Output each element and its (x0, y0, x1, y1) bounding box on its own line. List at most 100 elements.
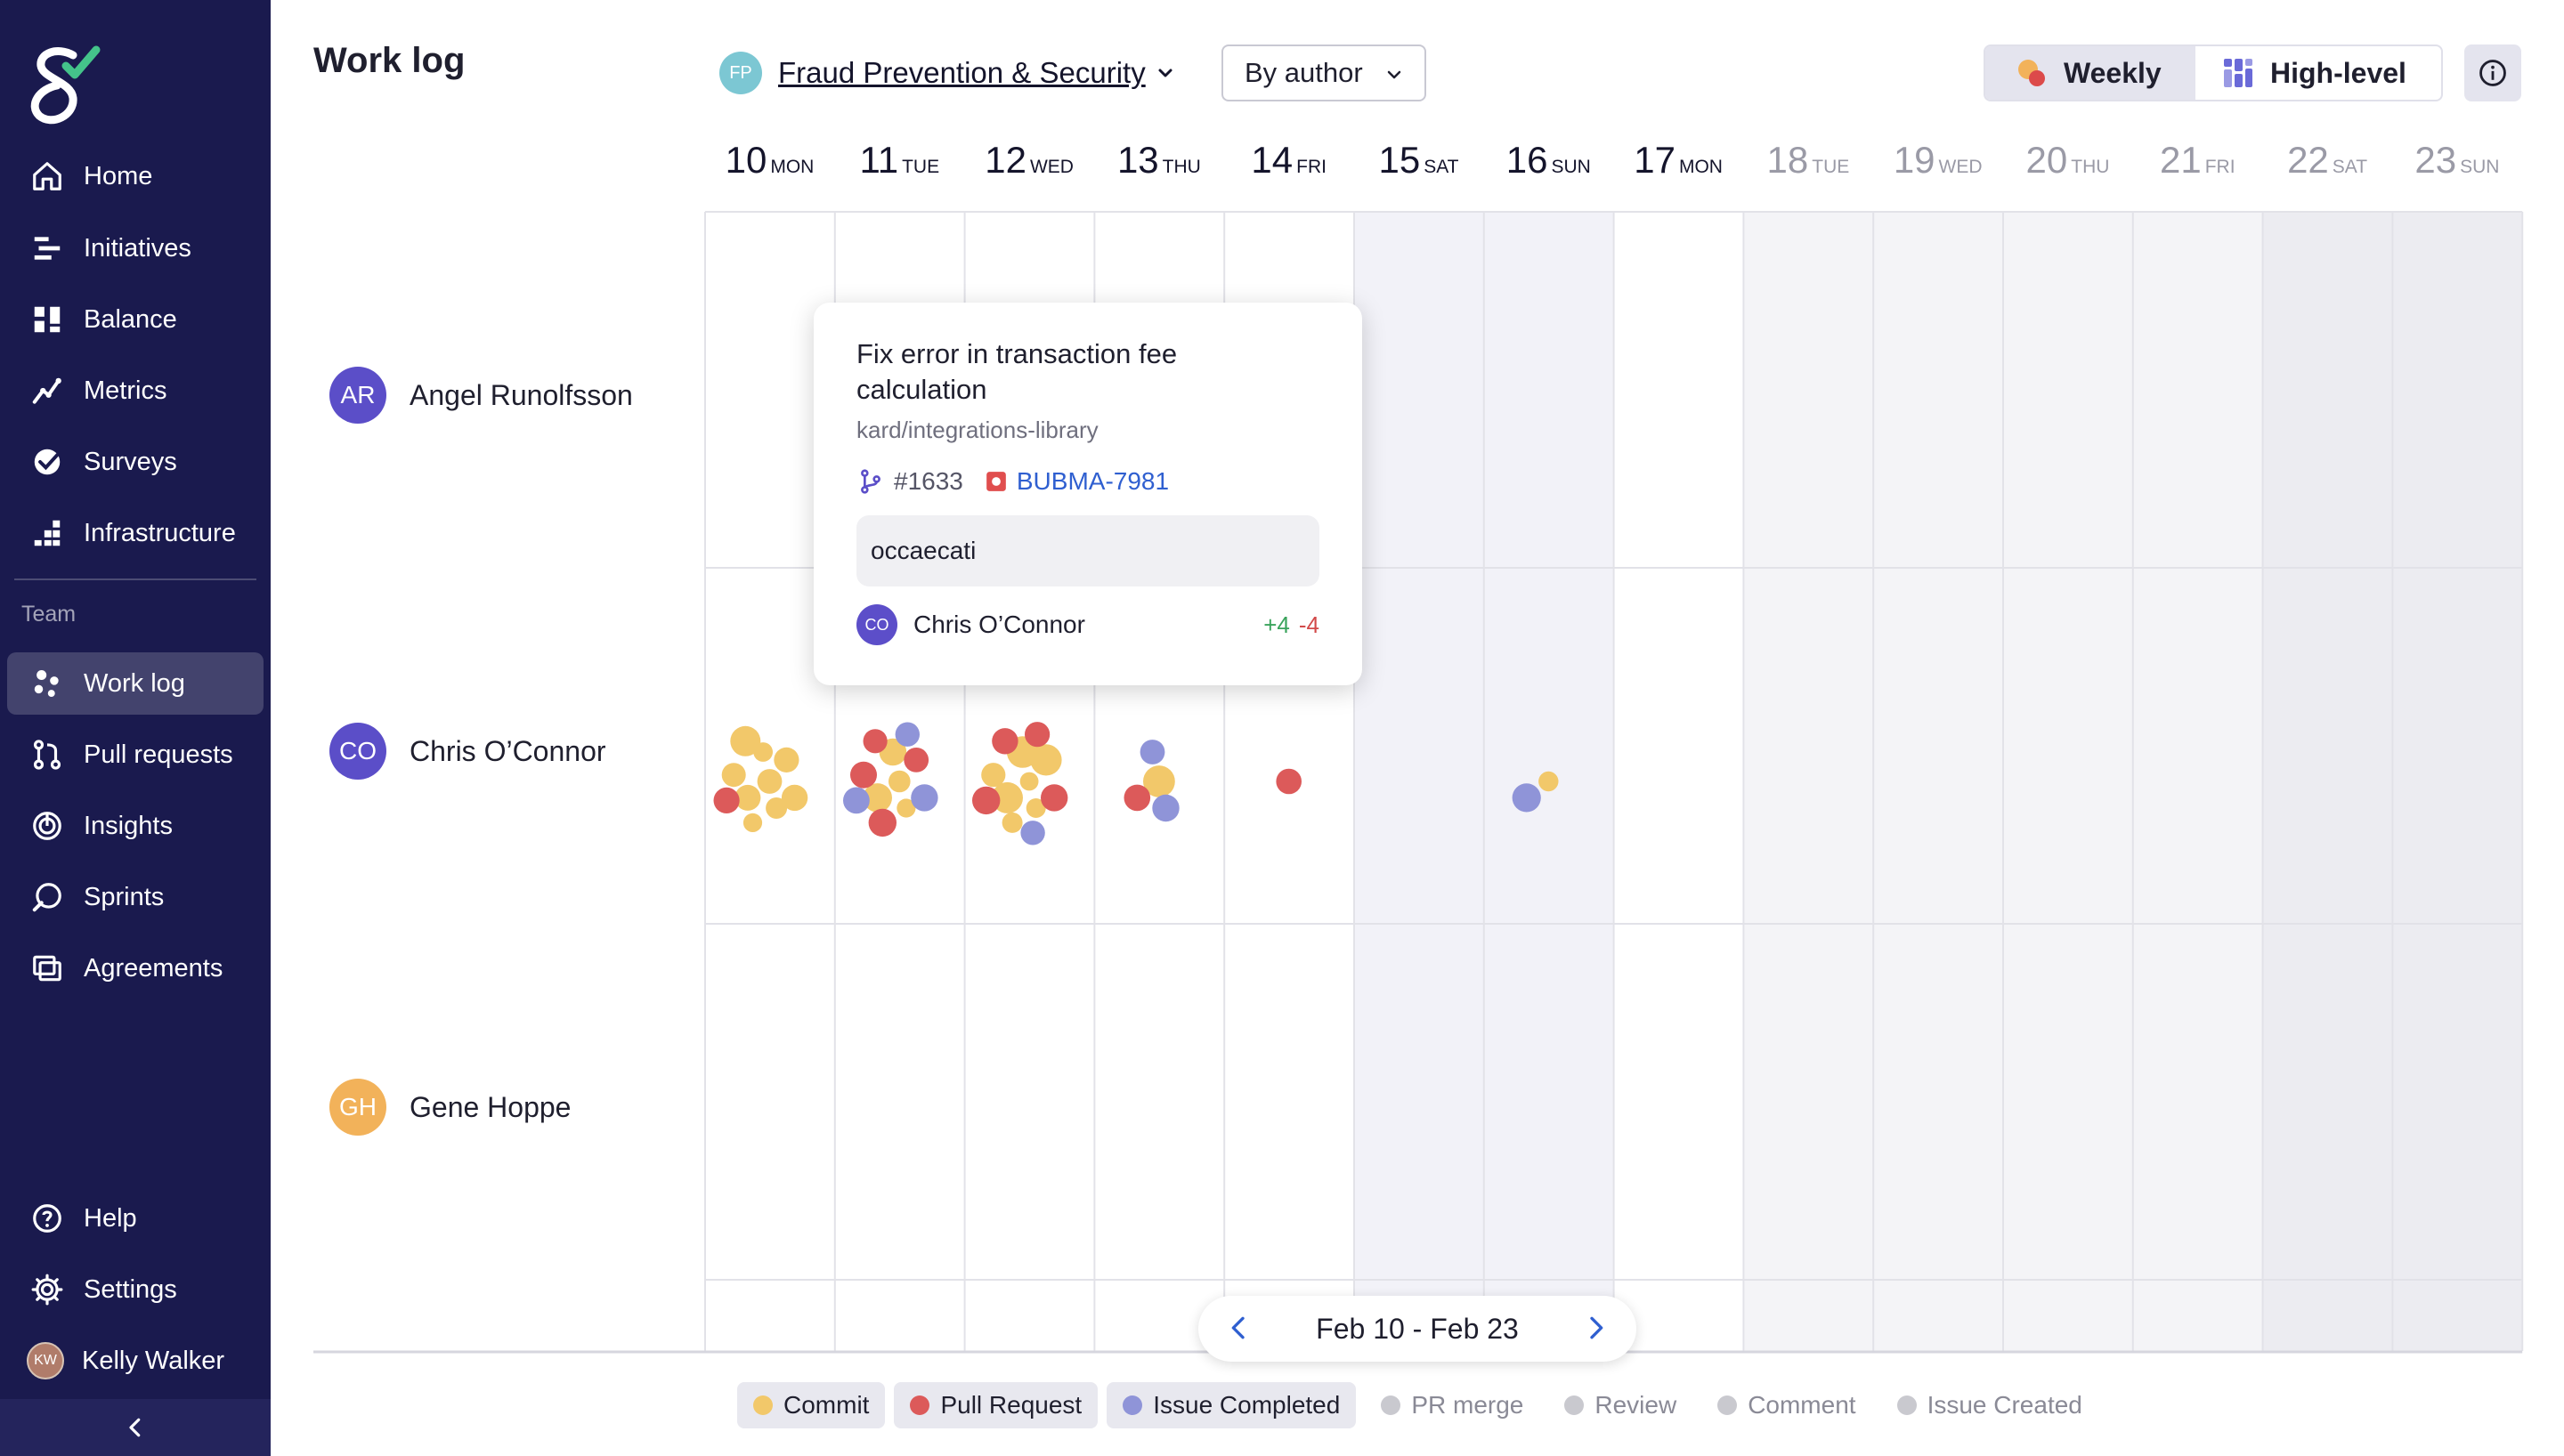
activity-dot-pull-request[interactable] (863, 729, 888, 754)
nav-agreements[interactable]: Agreements (7, 937, 264, 999)
view-toggle: Weekly High-level (1984, 44, 2443, 101)
activity-dot-pull-request[interactable] (850, 761, 877, 789)
day-column-shade (1354, 212, 1484, 1351)
activity-dot-issue-completed[interactable] (1140, 740, 1165, 764)
day-of-week: WED (1029, 157, 1074, 177)
nav-insights[interactable]: Insights (7, 795, 264, 857)
activity-dot-commit[interactable] (897, 798, 916, 818)
person-row-label[interactable]: AR Angel Runolfsson (329, 367, 633, 424)
day-number: 11 (859, 139, 899, 181)
activity-dot-commit[interactable] (766, 797, 788, 819)
activity-dot-commit[interactable] (757, 769, 783, 794)
team-selector[interactable]: FP Fraud Prevention & Security (719, 52, 1176, 94)
sidebar-section-team: Team (21, 602, 77, 627)
activity-dot-pull-request[interactable] (972, 786, 1001, 815)
activity-dot-commit[interactable] (981, 763, 1006, 788)
nav-balance[interactable]: Balance (7, 288, 264, 351)
activity-dot-commit[interactable] (742, 813, 763, 833)
legend-filter-chip[interactable]: Issue Completed (1107, 1382, 1357, 1428)
app-logo[interactable] (21, 43, 107, 132)
tooltip-repo[interactable]: kard/integrations-library (856, 417, 1099, 443)
activity-dot-issue-completed[interactable] (1020, 821, 1045, 845)
nav-label: Sprints (84, 882, 165, 911)
legend-filter-chip[interactable]: Pull Request (894, 1382, 1099, 1428)
day-column-header: 12 WED (965, 139, 1094, 182)
nav-settings[interactable]: Settings (7, 1258, 264, 1321)
activity-dot-commit[interactable] (1002, 812, 1023, 833)
activity-dot-commit[interactable] (1030, 744, 1062, 776)
activity-dot-pull-request[interactable] (713, 787, 740, 814)
nav-pull-requests[interactable]: Pull requests (7, 724, 264, 786)
person-row-label[interactable]: GH Gene Hoppe (329, 1079, 571, 1136)
tooltip-pr-number[interactable]: #1633 (894, 467, 963, 495)
activity-dot-commit[interactable] (781, 784, 808, 812)
group-by-dropdown[interactable]: By author (1221, 44, 1426, 101)
activity-dot-issue-completed[interactable] (1512, 783, 1541, 813)
legend-filter-chip[interactable]: Review (1548, 1382, 1692, 1428)
legend-filter-chip[interactable]: Comment (1701, 1382, 1871, 1428)
activity-dot-pull-request[interactable] (1025, 722, 1051, 748)
activity-dot-commit[interactable] (1538, 771, 1559, 792)
legend-label: Pull Request (940, 1391, 1083, 1419)
sprints-icon (28, 878, 66, 916)
legend-filter-chip[interactable]: Commit (737, 1382, 886, 1428)
activity-dot-pull-request[interactable] (1041, 784, 1068, 812)
day-of-week: THU (1162, 157, 1201, 177)
view-weekly-button[interactable]: Weekly (1985, 46, 2195, 100)
activity-dot-commit[interactable] (753, 742, 773, 762)
person-row-label[interactable]: CO Chris O’Connor (329, 723, 606, 780)
day-number: 17 (1634, 139, 1676, 181)
next-range-button[interactable] (1581, 1314, 1610, 1342)
activity-dot-commit[interactable] (1006, 736, 1039, 768)
day-number: 21 (2160, 139, 2202, 181)
activity-dot-pull-request[interactable] (1276, 768, 1302, 795)
activity-dot-pull-request[interactable] (904, 748, 929, 772)
day-of-week: SUN (1551, 157, 1591, 177)
activity-dot-commit[interactable] (863, 783, 892, 813)
team-badge: FP (719, 52, 762, 94)
info-button[interactable] (2464, 44, 2521, 101)
activity-dot-commit[interactable] (992, 781, 1023, 813)
legend-dot (1896, 1395, 1917, 1415)
activity-dot-commit[interactable] (774, 747, 799, 773)
nav-infrastructure[interactable]: Infrastructure (7, 502, 264, 564)
nav-sprints[interactable]: Sprints (7, 866, 264, 928)
current-user[interactable]: KW Kelly Walker (27, 1342, 224, 1379)
day-number: 15 (1378, 139, 1421, 181)
day-number: 23 (2414, 139, 2457, 181)
activity-dot-commit[interactable] (1143, 765, 1175, 797)
activity-dot-commit[interactable] (1019, 772, 1039, 791)
day-column-shade (1743, 212, 1874, 1351)
info-icon (2479, 60, 2506, 86)
nav-label: Insights (84, 811, 173, 840)
activity-dot-commit[interactable] (879, 738, 907, 766)
nav-home[interactable]: Home (7, 145, 264, 207)
nav-work-log[interactable]: Work log (7, 652, 264, 715)
collapse-sidebar-button[interactable] (0, 1399, 271, 1456)
activity-dot-commit[interactable] (888, 770, 911, 793)
activity-dot-issue-completed[interactable] (895, 722, 920, 747)
view-high-level-button[interactable]: High-level (2195, 46, 2406, 100)
legend-filter-chip[interactable]: PR merge (1365, 1382, 1539, 1428)
activity-dot-pull-request[interactable] (1124, 784, 1151, 812)
activity-dot-issue-completed[interactable] (1152, 794, 1180, 822)
nav-metrics[interactable]: Metrics (7, 360, 264, 422)
activity-dot-commit[interactable] (730, 725, 761, 756)
nav-surveys[interactable]: Surveys (7, 431, 264, 493)
activity-dot-pull-request[interactable] (868, 808, 897, 837)
activity-dot-commit[interactable] (734, 784, 761, 811)
nav-label: Help (84, 1203, 137, 1233)
activity-dot-commit[interactable] (1026, 798, 1046, 818)
legend-filter-chip[interactable]: Issue Created (1881, 1382, 2098, 1428)
activity-dot-commit[interactable] (721, 763, 746, 788)
day-of-week: SAT (1424, 157, 1459, 177)
nav-help[interactable]: Help (7, 1187, 264, 1250)
activity-dot-issue-completed[interactable] (843, 787, 870, 814)
activity-dot-pull-request[interactable] (992, 728, 1018, 755)
tooltip-issue-key[interactable]: BUBMA-7981 (1016, 467, 1170, 495)
nav-initiatives[interactable]: Initiatives (7, 217, 264, 279)
day-column-header: 11 TUE (835, 139, 964, 182)
nav-label: Agreements (84, 953, 223, 983)
activity-dot-issue-completed[interactable] (911, 784, 938, 812)
previous-range-button[interactable] (1225, 1314, 1254, 1342)
